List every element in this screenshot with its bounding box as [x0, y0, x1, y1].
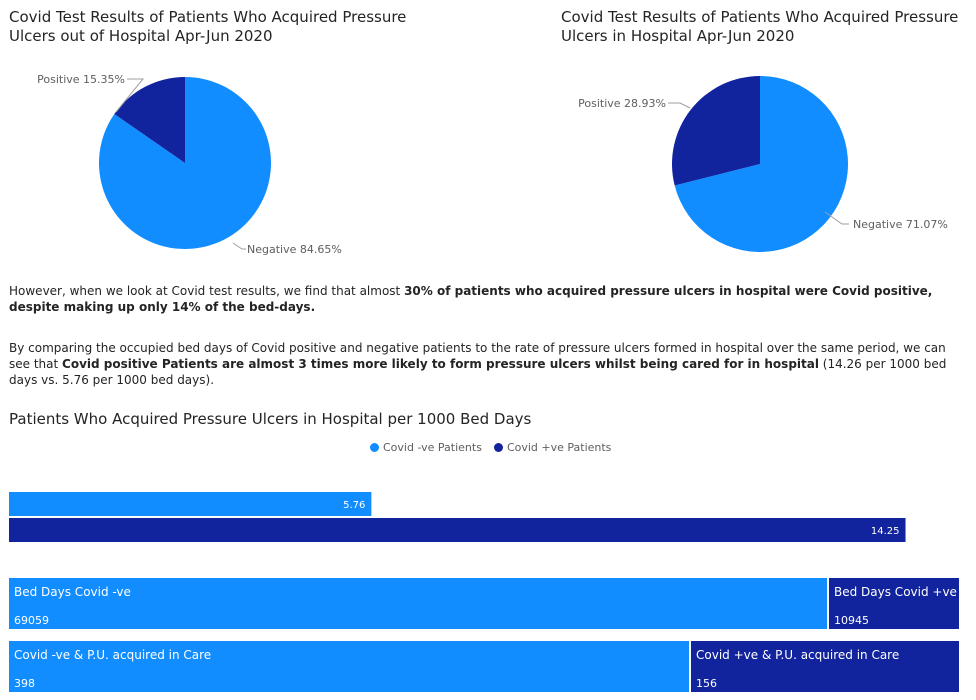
pie2-negative-leader [824, 211, 849, 225]
paragraph2-post: (14.26 per 1000 bed days vs. 5.76 per 10… [9, 357, 947, 387]
pie2-slice-positive[interactable] [672, 76, 760, 186]
tile-label: Covid +ve & P.U. acquired in Care [696, 648, 900, 662]
legend-dot-icon [370, 443, 379, 452]
pie1-negative-label: Negative 84.65% [247, 243, 342, 256]
tile-value: 69059 [14, 614, 49, 627]
bar-covid-pos[interactable] [9, 518, 906, 542]
pie1-slice-negative[interactable] [99, 77, 272, 250]
legend-dot-icon [493, 443, 503, 452]
pie1-positive-label: Positive 15.35% [37, 73, 125, 86]
pie1-slices [99, 77, 272, 250]
tile-label: Bed Days Covid -ve [14, 585, 131, 599]
pie1-chart: Positive 15.35% Negative 84.65% [37, 73, 342, 256]
bar-chart-title: Patients Who Acquired Pressure Ulcers in… [9, 410, 532, 428]
paragraph2-text: By comparing the occupied bed days of Co… [9, 341, 946, 371]
bar-data-label: 5.76 [343, 500, 365, 511]
pie2-slice-negative[interactable] [674, 76, 848, 252]
pie2-negative-label: Negative 71.07% [853, 218, 948, 231]
pie1-title: Covid Test Results of Patients Who Acqui… [9, 8, 407, 45]
bar-chart-legend: Covid -ve Patients Covid +ve Patients [370, 441, 611, 454]
tile-bed-days-covid-neg[interactable]: Bed Days Covid -ve 69059 [9, 578, 827, 629]
tile-value: 10945 [834, 614, 869, 627]
pie2-chart: Positive 28.93% Negative 71.07% [578, 76, 948, 252]
pie2-positive-label: Positive 28.93% [578, 97, 666, 110]
tile-bed-days-covid-pos[interactable]: Bed Days Covid +ve 10945 [829, 578, 959, 629]
tile-pu-covid-neg[interactable]: Covid -ve & P.U. acquired in Care 398 [9, 641, 689, 692]
pie1-negative-leader [232, 242, 246, 250]
bed-days-treemap: Bed Days Covid -ve 69059 Bed Days Covid … [9, 578, 959, 629]
pie1-positive-leader [115, 78, 145, 113]
tile-label: Covid -ve & P.U. acquired in Care [14, 648, 212, 662]
tile-pu-covid-pos[interactable]: Covid +ve & P.U. acquired in Care 156 [691, 641, 959, 692]
pie2-positive-leader [668, 102, 691, 109]
paragraph1-bold: 30% of patients who acquired pressure ul… [9, 284, 933, 314]
tile-value: 156 [696, 677, 717, 690]
pie2-slices [672, 76, 848, 252]
legend-item-covid-pos[interactable]: Covid +ve Patients [493, 441, 612, 454]
bar-data-label: 14.25 [871, 526, 900, 537]
tile-value: 398 [14, 677, 35, 690]
paragraph2-bold: Covid positive Patients are almost 3 tim… [62, 357, 819, 371]
bar-covid-neg[interactable] [9, 492, 372, 516]
paragraph-comparison: By comparing the occupied bed days of Co… [9, 340, 964, 388]
legend-item-covid-neg[interactable]: Covid -ve Patients [370, 441, 482, 454]
paragraph-covid-results: However, when we look at Covid test resu… [9, 283, 959, 315]
pu-acquired-treemap: Covid -ve & P.U. acquired in Care 398 Co… [9, 641, 959, 692]
legend-label-covid-neg: Covid -ve Patients [383, 441, 482, 454]
pie1-slice-positive[interactable] [114, 77, 185, 163]
bar-chart-plot: 5.76 14.25 [9, 492, 906, 542]
legend-label-covid-pos: Covid +ve Patients [506, 441, 612, 454]
paragraph1-text: However, when we look at Covid test resu… [9, 284, 405, 298]
pie2-title: Covid Test Results of Patients Who Acqui… [561, 8, 959, 45]
tile-label: Bed Days Covid +ve [834, 585, 957, 599]
